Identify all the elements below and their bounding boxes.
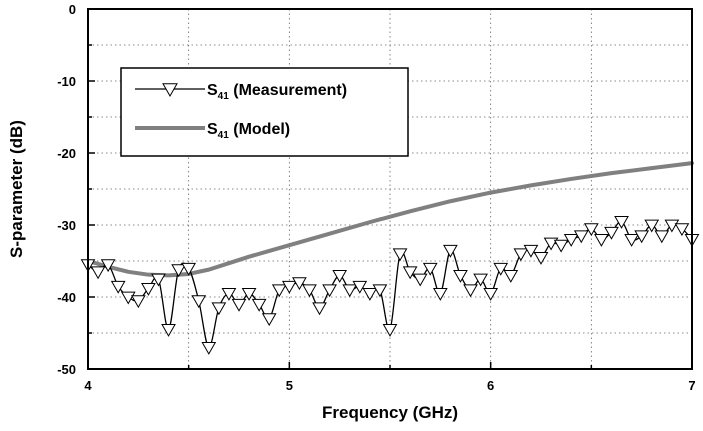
data-point-measurement	[90, 266, 106, 280]
data-point-measurement	[241, 288, 257, 301]
x-tick-label: 5	[286, 378, 293, 393]
legend-box	[120, 67, 409, 157]
series-group	[80, 161, 700, 355]
data-point-measurement	[432, 288, 448, 301]
data-point-measurement	[583, 223, 599, 237]
data-point-measurement	[624, 234, 639, 247]
data-point-measurement	[664, 219, 680, 233]
data-point-measurement	[543, 237, 559, 251]
y-tick-label: -50	[57, 362, 76, 377]
data-point-measurement	[573, 230, 589, 244]
legend-marker-measurement	[162, 83, 178, 98]
data-point-measurement	[533, 252, 549, 265]
data-point-measurement	[292, 277, 307, 291]
data-point-measurement	[513, 248, 529, 262]
legend-label-measurement: S41 (Measurement)	[207, 82, 347, 102]
data-point-measurement	[221, 288, 237, 301]
data-point-measurement	[523, 244, 539, 258]
data-point-measurement	[362, 288, 378, 301]
data-point-measurement	[644, 219, 660, 233]
data-point-measurement	[422, 262, 438, 276]
data-point-measurement	[352, 280, 368, 294]
data-point-measurement	[402, 266, 418, 280]
y-tick-label: -40	[57, 290, 76, 305]
data-point-measurement	[392, 248, 408, 262]
data-point-measurement	[191, 295, 207, 309]
data-point-measurement	[342, 284, 358, 298]
data-point-measurement	[634, 230, 650, 244]
data-point-measurement	[161, 324, 176, 337]
data-point-measurement	[312, 302, 327, 316]
data-point-measurement	[654, 230, 670, 244]
data-point-measurement	[151, 273, 166, 287]
data-point-measurement	[412, 273, 428, 287]
data-point-measurement	[674, 223, 690, 237]
data-point-measurement	[332, 270, 348, 283]
tick-labels: 4 5 6 7 0 -10 -20 -30 -40 -50	[57, 2, 695, 393]
data-point-measurement	[251, 298, 267, 312]
legend: S41 (Measurement) S41 (Model)	[120, 67, 409, 157]
data-point-measurement	[463, 284, 478, 298]
data-point-measurement	[483, 288, 499, 301]
x-axis-title: Frequency (GHz)	[322, 403, 458, 422]
x-tick-label: 7	[688, 378, 695, 393]
data-point-measurement	[382, 324, 398, 337]
data-point-measurement	[141, 282, 156, 296]
plot-frame	[87, 8, 693, 370]
y-tick-label: 0	[69, 2, 76, 17]
legend-label-model: S41 (Model)	[207, 121, 290, 141]
data-point-measurement	[181, 262, 197, 276]
data-point-measurement	[281, 280, 297, 294]
data-point-measurement	[322, 284, 337, 298]
data-point-measurement	[120, 291, 136, 305]
data-point-measurement	[594, 234, 609, 247]
data-point-measurement	[372, 284, 388, 298]
data-point-measurement	[271, 284, 287, 298]
data-point-measurement	[130, 295, 146, 309]
data-point-measurement	[443, 244, 458, 258]
series-line-model	[86, 161, 694, 278]
y-tick-label: -20	[57, 146, 76, 161]
data-point-measurement	[201, 342, 217, 355]
data-point-measurement	[261, 313, 277, 327]
data-point-measurement	[453, 270, 468, 283]
data-point-measurement	[563, 234, 579, 247]
y-tick-label: -10	[57, 74, 76, 89]
data-point-measurement	[503, 270, 519, 283]
data-point-measurement	[302, 284, 317, 298]
y-tick-label: -30	[57, 218, 76, 233]
data-point-measurement	[473, 273, 488, 287]
data-point-measurement	[231, 298, 247, 312]
y-axis-title: S-parameter (dB)	[7, 120, 26, 258]
data-point-measurement	[211, 302, 227, 316]
x-tick-label: 6	[487, 378, 494, 393]
x-tick-label: 4	[84, 378, 92, 393]
data-point-measurement	[493, 262, 509, 276]
grid	[88, 9, 692, 369]
data-point-measurement	[110, 280, 126, 294]
data-point-measurement	[604, 226, 619, 240]
data-point-measurement	[171, 264, 186, 278]
data-point-measurement	[553, 239, 569, 253]
data-point-measurement	[100, 259, 116, 273]
data-point-measurement	[614, 216, 629, 229]
